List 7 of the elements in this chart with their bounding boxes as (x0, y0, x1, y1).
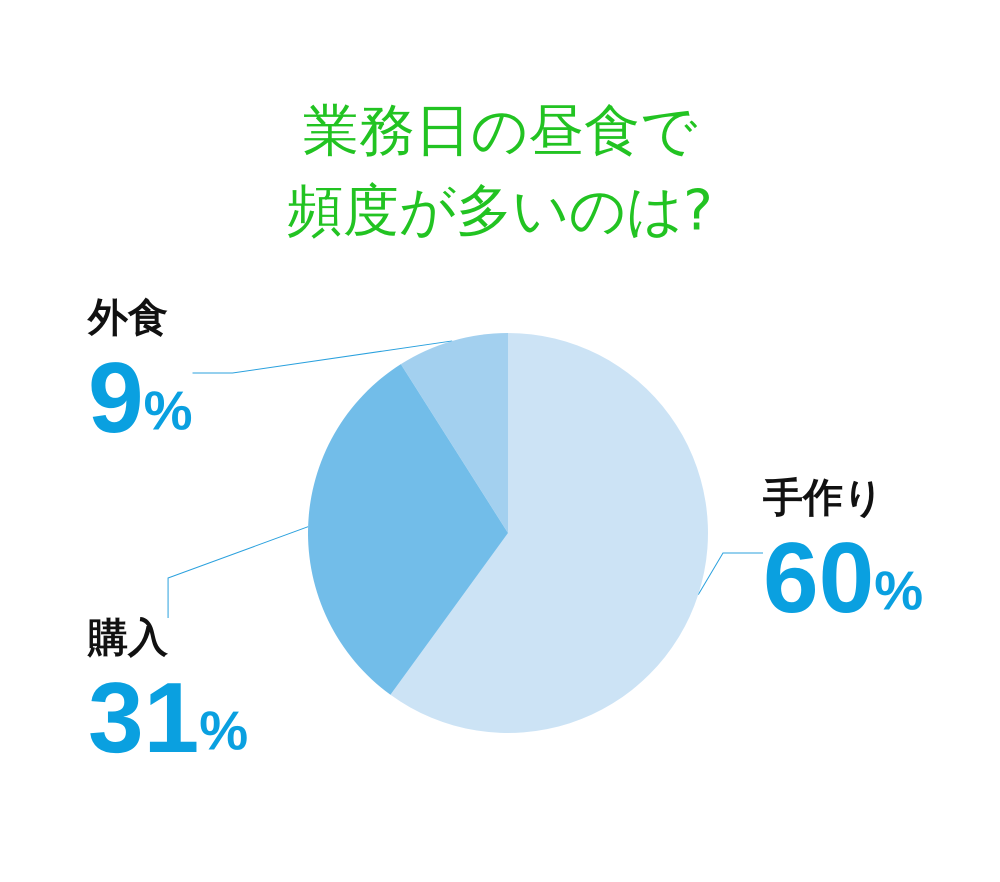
slice-label: 購入 (87, 615, 169, 661)
chart-title: 業務日の昼食で頻度が多いのは? (287, 98, 713, 244)
slice-label: 手作り (762, 475, 884, 521)
data-label: 9% (88, 342, 193, 454)
data-label: 31% (88, 662, 248, 774)
data-label: 60% (763, 522, 924, 634)
slice-label: 外食 (87, 295, 168, 341)
